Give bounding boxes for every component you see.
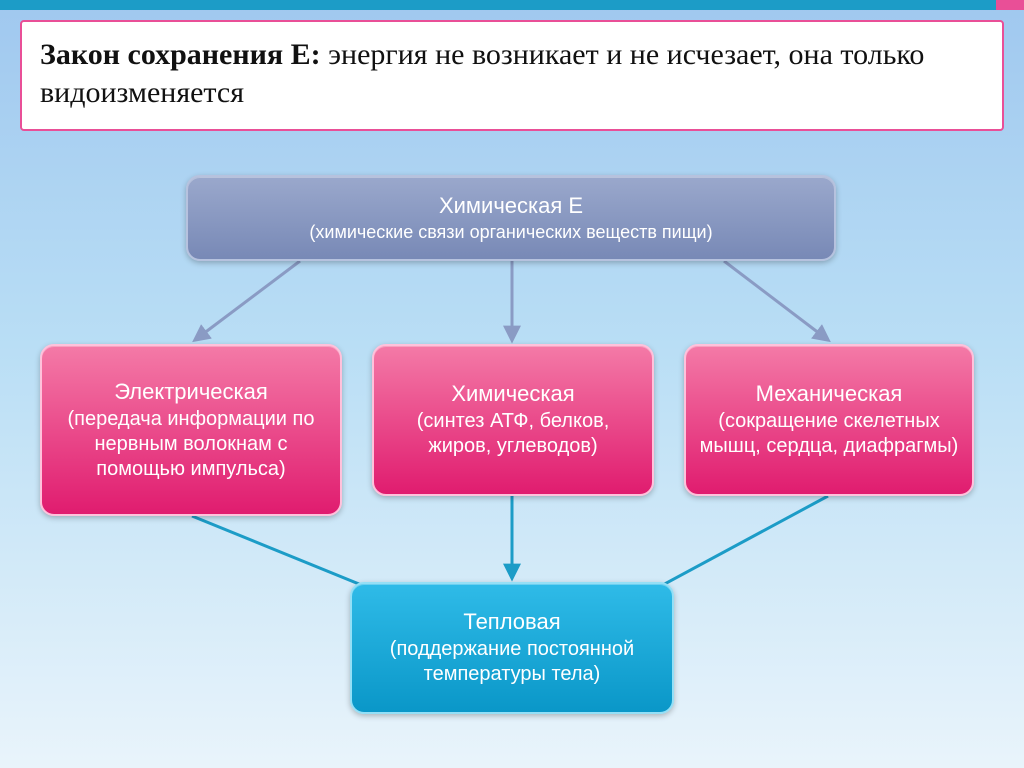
node-electric: Электрическая (передача информации по не… [40, 344, 342, 516]
arrow-source-to-electric [195, 261, 300, 340]
title-box: Закон сохранения Е: энергия не возникает… [20, 20, 1004, 131]
node-source-sub: (химические связи органических веществ п… [198, 221, 824, 244]
node-thermal: Тепловая (поддержание постоянной темпера… [350, 582, 674, 714]
node-chemical: Химическая (синтез АТФ, белков, жиров, у… [372, 344, 654, 496]
node-thermal-title: Тепловая [362, 609, 662, 635]
top-border [0, 0, 1024, 10]
node-chemical-title: Химическая [384, 381, 642, 407]
node-mechanical-title: Механическая [696, 381, 962, 407]
node-mechanical-sub: (сокращение скелетных мышц, сердца, диаф… [696, 409, 962, 459]
node-source: Химическая Е (химические связи органичес… [186, 175, 836, 261]
slide: Закон сохранения Е: энергия не возникает… [0, 0, 1024, 768]
node-mechanical: Механическая (сокращение скелетных мышц,… [684, 344, 974, 496]
node-electric-sub: (передача информации по нервным волокнам… [52, 407, 330, 482]
node-source-title: Химическая Е [198, 193, 824, 219]
node-chemical-sub: (синтез АТФ, белков, жиров, углеводов) [384, 409, 642, 459]
arrow-source-to-mechanical [724, 261, 828, 340]
node-electric-title: Электрическая [52, 379, 330, 405]
title-bold: Закон сохранения Е: [40, 38, 321, 71]
node-thermal-sub: (поддержание постоянной температуры тела… [362, 637, 662, 687]
top-border-accent [996, 0, 1024, 10]
